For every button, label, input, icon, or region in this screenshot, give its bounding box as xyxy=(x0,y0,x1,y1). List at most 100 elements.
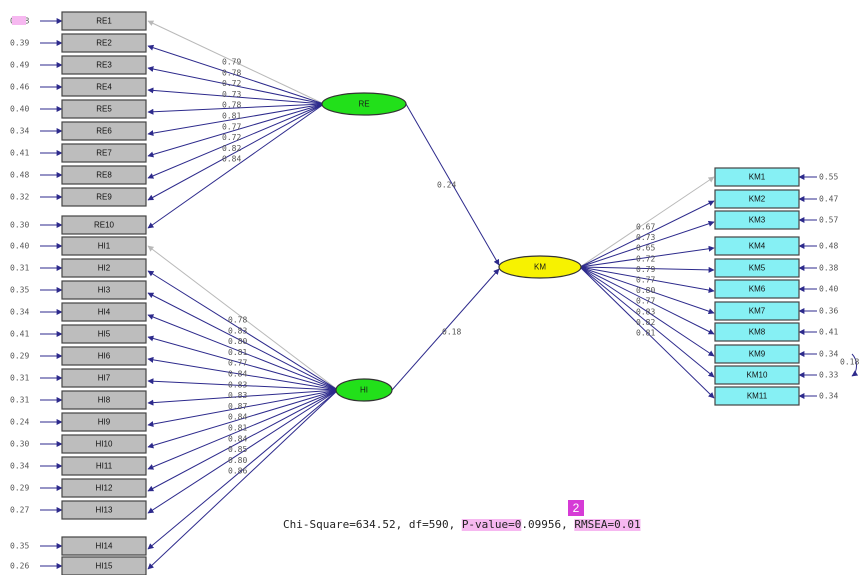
hi-error-value: 0.40 xyxy=(10,242,29,251)
fit-statistics: Chi-Square=634.52, df=590, P-value=0.099… xyxy=(283,518,641,531)
hi-loading-arrow xyxy=(147,335,339,391)
hi-loading-arrow xyxy=(147,292,339,391)
hi-error-value: 0.26 xyxy=(10,562,29,571)
km-indicator-label: KM11 xyxy=(747,392,768,401)
re-loading-arrow xyxy=(147,66,325,105)
km-indicator-label: KM10 xyxy=(747,371,768,380)
km-error-value: 0.40 xyxy=(819,285,838,294)
hi-loading-value: 0.86 xyxy=(228,467,247,476)
hi-indicator-label: HI11 xyxy=(96,462,113,471)
km-loading-value: 0.65 xyxy=(636,244,655,253)
hi-error-value: 0.27 xyxy=(10,506,29,515)
km-loading-arrow xyxy=(579,266,715,357)
hi-loading-arrow xyxy=(147,389,339,550)
hi-loading-value: 0.81 xyxy=(228,348,247,357)
hi-error-value: 0.31 xyxy=(10,264,29,273)
hi-loading-value: 0.87 xyxy=(228,402,247,411)
re-loading-arrow xyxy=(147,103,325,201)
re-indicator-label: RE4 xyxy=(96,83,112,92)
hi-indicator-label: HI6 xyxy=(98,352,111,361)
hi-loading-value: 0.85 xyxy=(228,445,247,454)
hi-loading-arrow xyxy=(147,389,339,427)
km-loading-value: 0.79 xyxy=(636,265,655,274)
km-loading-arrow xyxy=(579,266,715,399)
km-loading-arrow xyxy=(579,200,715,268)
km-error-value: 0.41 xyxy=(819,328,838,337)
km-loading-value: 0.83 xyxy=(636,307,655,316)
hi-loading-value: 0.83 xyxy=(228,326,247,335)
re-indicator-label: RE3 xyxy=(96,61,112,70)
hi-indicator-label: HI8 xyxy=(98,396,111,405)
re-indicator-box xyxy=(61,33,147,53)
re-loading-value: 0.78 xyxy=(222,68,241,77)
re-loading-value: 0.77 xyxy=(222,122,241,131)
km-latent-label: KM xyxy=(534,263,546,272)
hi-indicator-box xyxy=(61,390,147,410)
km-loading-arrow xyxy=(579,266,715,378)
hi-error-value: 0.29 xyxy=(10,484,29,493)
km-error-covariance xyxy=(851,353,859,377)
hi-error-value: 0.35 xyxy=(10,542,29,551)
re-loading-arrow xyxy=(147,103,325,179)
km-indicator-box xyxy=(714,236,800,256)
hi-error-value: 0.34 xyxy=(10,308,29,317)
km-indicator-label: KM1 xyxy=(749,173,766,182)
highlight-rmsea xyxy=(574,519,641,531)
hi-loading-arrow xyxy=(147,389,339,470)
km-indicator-box xyxy=(714,279,800,299)
hi-latent xyxy=(335,378,393,402)
hi-loading-arrow xyxy=(147,389,339,492)
hi-loading-arrow xyxy=(147,389,339,514)
hi-indicator-box xyxy=(61,346,147,366)
re-error-value: 0.41 xyxy=(10,149,29,158)
km-error-value: 0.38 xyxy=(819,264,838,273)
fit-pvalue: P-value=0 xyxy=(462,518,522,531)
km-indicator-box xyxy=(714,344,800,364)
hi-indicator-box xyxy=(61,536,147,556)
km-loading-value: 0.80 xyxy=(636,286,655,295)
re-indicator-box xyxy=(61,215,147,235)
re-indicator-box xyxy=(61,55,147,75)
hi-indicator-box xyxy=(61,556,147,575)
km-error-value: 0.55 xyxy=(819,173,838,182)
re-km-coefficient: 0.24 xyxy=(437,181,456,190)
fit-pvalue-rest: .09956, xyxy=(521,518,574,531)
km-loading-value: 0.73 xyxy=(636,233,655,242)
hi-indicator-label: HI1 xyxy=(98,242,111,251)
highlight-pvalue xyxy=(461,519,522,531)
re-loading-value: 0.78 xyxy=(222,101,241,110)
hi-loading-arrow xyxy=(147,314,339,391)
km-error-value: 0.34 xyxy=(819,392,838,401)
hi-loading-arrow xyxy=(147,245,339,391)
km-indicator-label: KM2 xyxy=(749,195,766,204)
hi-loading-value: 0.83 xyxy=(228,391,247,400)
km-error-value: 0.47 xyxy=(819,195,838,204)
hi-loading-value: 0.83 xyxy=(228,380,247,389)
annotation-badge: 2 xyxy=(568,500,584,516)
re-loading-value: 0.73 xyxy=(222,90,241,99)
re-indicator-box xyxy=(61,187,147,207)
hi-latent-label: HI xyxy=(360,386,368,395)
re-indicator-label: RE6 xyxy=(96,127,112,136)
hi-indicator-label: HI15 xyxy=(96,562,113,571)
hi-indicator-box xyxy=(61,324,147,344)
re-loading-arrow xyxy=(147,103,325,137)
re-error-value: 0.40 xyxy=(10,105,29,114)
km-loading-value: 0.77 xyxy=(636,276,655,285)
hi-indicator-label: HI13 xyxy=(96,506,113,515)
hi-loading-value: 0.84 xyxy=(228,434,247,443)
km-error-value: 0.36 xyxy=(819,307,838,316)
km-indicator-box xyxy=(714,386,800,406)
hi-indicator-box xyxy=(61,302,147,322)
km-loading-arrow xyxy=(579,266,715,335)
hi-indicator-box xyxy=(61,500,147,520)
re-error-value: 0.34 xyxy=(10,127,29,136)
re-error-value: 0.46 xyxy=(10,83,29,92)
hi-indicator-box xyxy=(61,236,147,256)
hi-km-coefficient: 0.18 xyxy=(442,328,461,337)
fit-chisq: Chi-Square=634.52, df=590, xyxy=(283,518,462,531)
hi-loading-arrow xyxy=(147,378,339,391)
re-loading-arrow xyxy=(147,20,325,105)
hi-indicator-box xyxy=(61,258,147,278)
km-indicator-label: KM6 xyxy=(749,285,766,294)
